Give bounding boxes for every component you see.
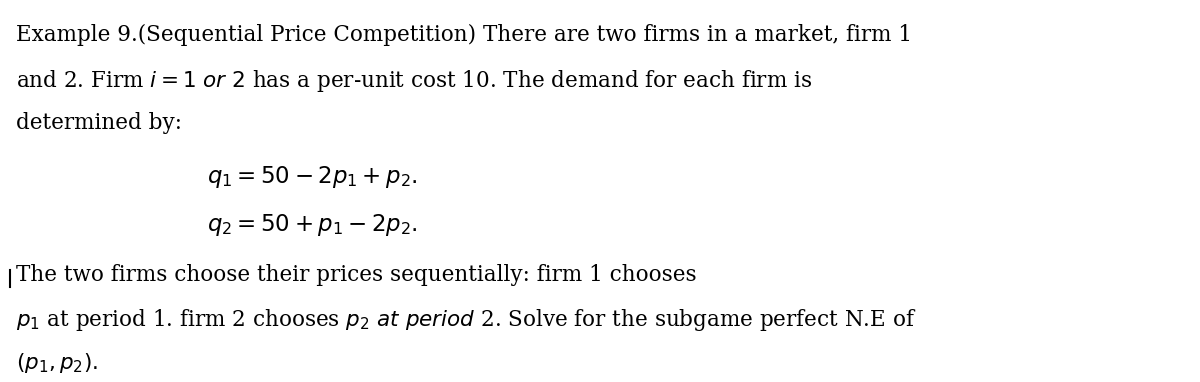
Text: $p_1$ at period 1. firm 2 chooses $p_2$ $\mathit{at\ period}$ 2. Solve for the s: $p_1$ at period 1. firm 2 chooses $p_2$ …: [16, 308, 917, 333]
Text: Example 9.(Sequential Price Competition) There are two firms in a market, firm 1: Example 9.(Sequential Price Competition)…: [16, 24, 912, 46]
Text: $q_1 = 50 - 2p_1 + p_2.$: $q_1 = 50 - 2p_1 + p_2.$: [206, 163, 418, 189]
Text: $(p_1, p_2).$: $(p_1, p_2).$: [16, 351, 98, 376]
Text: The two firms choose their prices sequentially: firm 1 chooses: The two firms choose their prices sequen…: [16, 264, 697, 286]
Text: and 2. Firm $i = 1$ $\mathit{or}$ $2$ has a per-unit cost 10. The demand for eac: and 2. Firm $i = 1$ $\mathit{or}$ $2$ ha…: [16, 68, 812, 94]
Text: determined by:: determined by:: [16, 112, 182, 134]
Text: $q_2 = 50 + p_1 - 2p_2.$: $q_2 = 50 + p_1 - 2p_2.$: [206, 212, 418, 238]
